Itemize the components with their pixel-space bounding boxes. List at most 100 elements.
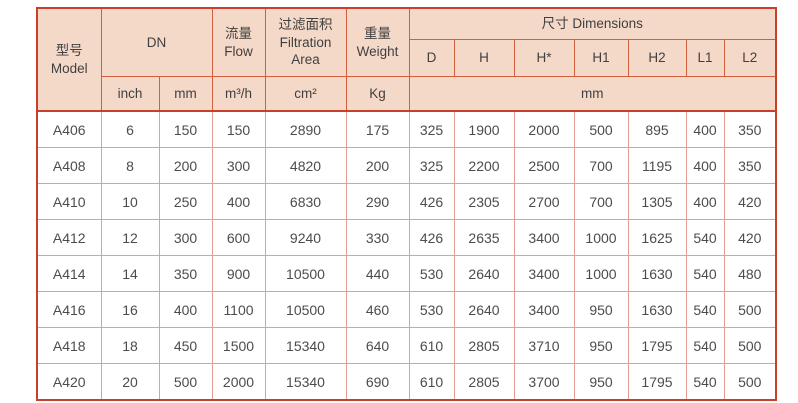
cell: 1795: [627, 327, 687, 364]
header-weight: 重量 Weight: [345, 7, 410, 77]
cell: 290: [345, 183, 410, 220]
cell: 2000: [513, 110, 575, 148]
cell: 325: [408, 110, 455, 148]
cell: 3710: [513, 327, 575, 364]
cell: 16: [100, 291, 160, 328]
cell: 400: [158, 291, 213, 328]
table-row: A406 6 150 150 2890 175 325 1900 2000 50…: [36, 110, 777, 148]
cell: 420: [723, 219, 777, 256]
cell: 350: [158, 255, 213, 292]
header-dim-h1: H1: [573, 39, 629, 77]
cell: 1195: [627, 147, 687, 184]
cell: 400: [685, 110, 725, 148]
cell: 2640: [453, 291, 515, 328]
cell: 500: [723, 291, 777, 328]
cell: 426: [408, 219, 455, 256]
table-header: 型号 Model DN 流量 Flow 过滤面积 Filtration Area…: [36, 7, 777, 112]
cell: 20: [100, 363, 160, 401]
cell: 325: [408, 147, 455, 184]
cell: 1900: [453, 110, 515, 148]
cell: 450: [158, 327, 213, 364]
cell: 540: [685, 363, 725, 401]
cell: 690: [345, 363, 410, 401]
cell: 2305: [453, 183, 515, 220]
cell: 2890: [264, 110, 347, 148]
cell: 600: [211, 219, 266, 256]
cell: 2700: [513, 183, 575, 220]
cell: 500: [158, 363, 213, 401]
cell: 4820: [264, 147, 347, 184]
cell: 18: [100, 327, 160, 364]
cell: 1305: [627, 183, 687, 220]
cell: 2805: [453, 363, 515, 401]
cell: 175: [345, 110, 410, 148]
cell: 14: [100, 255, 160, 292]
cell: 610: [408, 363, 455, 401]
spec-table: 型号 Model DN 流量 Flow 过滤面积 Filtration Area…: [36, 7, 777, 401]
cell: 480: [723, 255, 777, 292]
cell: 426: [408, 183, 455, 220]
unit-weight: Kg: [345, 76, 410, 112]
cell: 1630: [627, 255, 687, 292]
cell: 1000: [573, 255, 629, 292]
cell: 500: [723, 327, 777, 364]
cell: 540: [685, 291, 725, 328]
cell: 300: [158, 219, 213, 256]
cell: 950: [573, 291, 629, 328]
cell: 440: [345, 255, 410, 292]
table-row: A418 18 450 1500 15340 640 610 2805 3710…: [36, 327, 777, 364]
cell: 15340: [264, 363, 347, 401]
cell: 460: [345, 291, 410, 328]
cell-model: A416: [36, 291, 102, 328]
cell: 2635: [453, 219, 515, 256]
cell: 950: [573, 327, 629, 364]
cell-model: A420: [36, 363, 102, 401]
cell: 6: [100, 110, 160, 148]
header-dim-l2: L2: [723, 39, 777, 77]
cell: 8: [100, 147, 160, 184]
cell: 950: [573, 363, 629, 401]
cell: 12: [100, 219, 160, 256]
cell: 3400: [513, 255, 575, 292]
table-row: A408 8 200 300 4820 200 325 2200 2500 70…: [36, 147, 777, 184]
cell: 10500: [264, 255, 347, 292]
header-model: 型号 Model: [36, 7, 102, 112]
header-dim-d: D: [408, 39, 455, 77]
cell: 420: [723, 183, 777, 220]
cell: 1100: [211, 291, 266, 328]
cell: 1000: [573, 219, 629, 256]
cell: 540: [685, 255, 725, 292]
cell-model: A406: [36, 110, 102, 148]
cell: 10500: [264, 291, 347, 328]
cell: 9240: [264, 219, 347, 256]
cell: 895: [627, 110, 687, 148]
cell-model: A414: [36, 255, 102, 292]
cell: 1500: [211, 327, 266, 364]
header-row-2: D H H* H1 H2 L1 L2: [37, 39, 777, 77]
cell: 2500: [513, 147, 575, 184]
cell: 150: [211, 110, 266, 148]
header-row-1: 型号 Model DN 流量 Flow 过滤面积 Filtration Area…: [36, 7, 777, 112]
header-row-3: inch mm m³/h cm² Kg mm: [37, 76, 777, 112]
cell: 700: [573, 147, 629, 184]
cell: 300: [211, 147, 266, 184]
unit-area: cm²: [264, 76, 347, 112]
cell: 150: [158, 110, 213, 148]
cell: 3700: [513, 363, 575, 401]
cell: 900: [211, 255, 266, 292]
cell: 530: [408, 255, 455, 292]
cell: 1630: [627, 291, 687, 328]
header-dimensions: 尺寸 Dimensions: [408, 7, 777, 40]
cell: 6830: [264, 183, 347, 220]
table-row: A410 10 250 400 6830 290 426 2305 2700 7…: [36, 183, 777, 220]
cell: 540: [685, 219, 725, 256]
header-dim-h2: H2: [627, 39, 687, 77]
cell: 610: [408, 327, 455, 364]
cell: 500: [723, 363, 777, 401]
cell: 1795: [627, 363, 687, 401]
cell: 350: [723, 110, 777, 148]
cell-model: A418: [36, 327, 102, 364]
table-row: A416 16 400 1100 10500 460 530 2640 3400…: [36, 291, 777, 328]
cell: 2200: [453, 147, 515, 184]
cell-model: A408: [36, 147, 102, 184]
